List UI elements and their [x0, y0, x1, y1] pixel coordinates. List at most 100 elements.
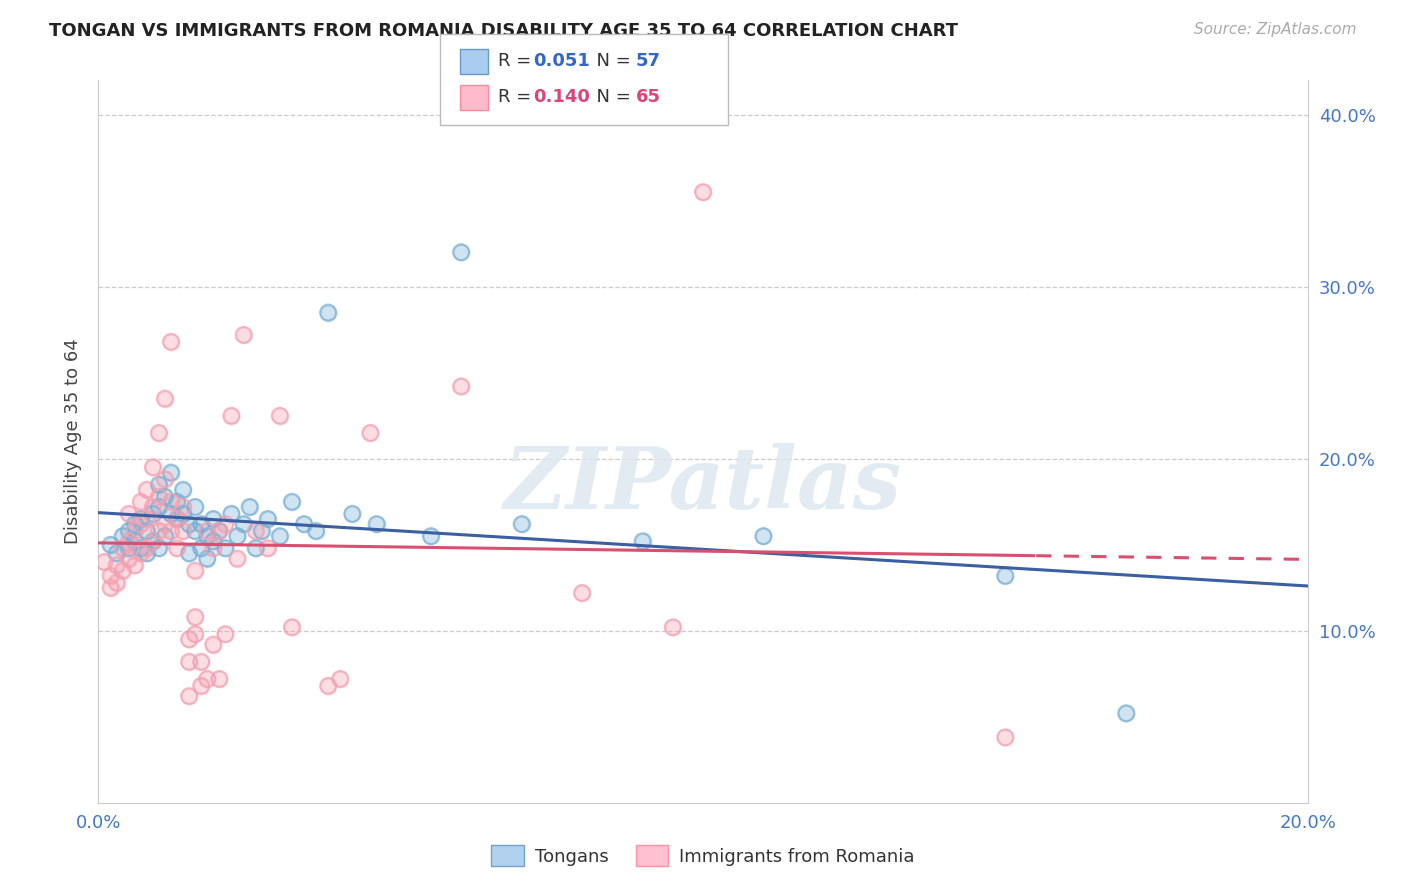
Text: N =: N = — [585, 88, 637, 106]
Point — [245, 541, 267, 556]
Point — [135, 546, 157, 560]
Point — [142, 534, 165, 549]
Point — [148, 477, 170, 491]
Point — [118, 551, 141, 566]
Point — [129, 494, 152, 508]
Point — [256, 541, 278, 556]
Point — [269, 409, 291, 423]
Point — [179, 517, 201, 532]
Point — [232, 327, 254, 342]
Point — [100, 568, 122, 582]
Point — [166, 512, 188, 526]
Point — [245, 524, 267, 538]
Point — [195, 529, 218, 543]
Text: ZIPatlas: ZIPatlas — [503, 443, 903, 526]
Point — [129, 512, 152, 526]
Point — [202, 638, 225, 652]
Point — [292, 517, 315, 532]
Point — [105, 558, 128, 573]
Point — [111, 564, 134, 578]
Point — [100, 568, 122, 582]
Point — [226, 529, 249, 543]
Point — [153, 490, 176, 504]
Point — [214, 517, 236, 532]
Point — [179, 655, 201, 669]
Point — [214, 541, 236, 556]
Point — [100, 538, 122, 552]
Point — [239, 500, 262, 514]
Point — [245, 541, 267, 556]
Point — [142, 507, 165, 521]
Point — [172, 483, 194, 497]
Point — [135, 546, 157, 560]
Point — [142, 534, 165, 549]
Point — [135, 483, 157, 497]
Point — [153, 472, 176, 486]
Point — [118, 534, 141, 549]
Point — [129, 494, 152, 508]
Point — [153, 392, 176, 406]
Point — [105, 546, 128, 560]
Point — [208, 524, 231, 538]
Point — [571, 586, 593, 600]
Point — [166, 541, 188, 556]
Point — [118, 541, 141, 556]
Point — [135, 524, 157, 538]
Point — [129, 546, 152, 560]
Point — [135, 483, 157, 497]
Point — [135, 524, 157, 538]
Point — [172, 524, 194, 538]
Point — [153, 490, 176, 504]
Point — [239, 500, 262, 514]
Point — [195, 551, 218, 566]
Point — [124, 524, 146, 538]
Point — [148, 541, 170, 556]
Point — [232, 517, 254, 532]
Point — [202, 512, 225, 526]
Point — [111, 529, 134, 543]
Point — [166, 512, 188, 526]
Point — [129, 546, 152, 560]
Point — [124, 517, 146, 532]
Point — [111, 541, 134, 556]
Text: R =: R = — [498, 53, 537, 70]
Point — [184, 627, 207, 641]
Point — [195, 524, 218, 538]
Point — [160, 507, 183, 521]
Point — [142, 500, 165, 514]
Point — [208, 524, 231, 538]
Text: Source: ZipAtlas.com: Source: ZipAtlas.com — [1194, 22, 1357, 37]
Point — [148, 500, 170, 514]
Point — [752, 529, 775, 543]
Point — [135, 541, 157, 556]
Point — [118, 507, 141, 521]
Point — [214, 541, 236, 556]
Point — [153, 392, 176, 406]
Point — [1115, 706, 1137, 721]
Point — [172, 507, 194, 521]
Point — [179, 517, 201, 532]
Point — [153, 529, 176, 543]
Point — [105, 575, 128, 590]
Point — [148, 524, 170, 538]
Point — [190, 679, 212, 693]
Point — [184, 610, 207, 624]
Point — [994, 731, 1017, 745]
Point — [124, 534, 146, 549]
Point — [160, 494, 183, 508]
Legend: Tongans, Immigrants from Romania: Tongans, Immigrants from Romania — [484, 838, 922, 873]
Point — [129, 541, 152, 556]
Point — [179, 546, 201, 560]
Point — [195, 529, 218, 543]
Point — [93, 555, 115, 569]
Point — [142, 507, 165, 521]
Point — [166, 512, 188, 526]
Point — [184, 524, 207, 538]
Point — [148, 490, 170, 504]
Point — [195, 672, 218, 686]
Point — [100, 581, 122, 595]
Point — [202, 541, 225, 556]
Point — [160, 507, 183, 521]
Point — [752, 529, 775, 543]
Point — [305, 524, 328, 538]
